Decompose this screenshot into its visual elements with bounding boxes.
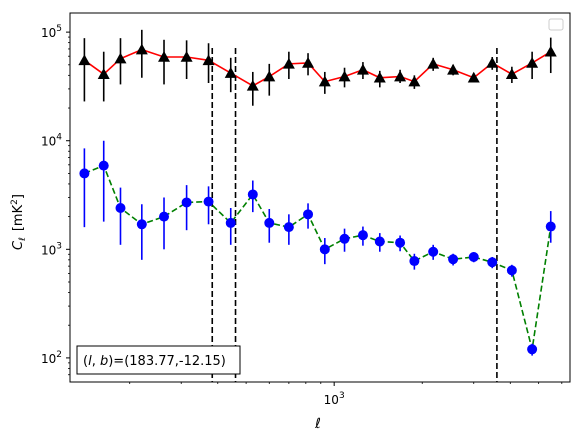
y-axis-label: Cℓ[mK2] — [10, 194, 28, 250]
data-point — [264, 217, 275, 228]
plot-background — [70, 13, 570, 382]
vertical-lines — [211, 48, 498, 382]
data-point — [409, 256, 420, 267]
data-point — [159, 211, 170, 222]
data-point — [527, 344, 538, 355]
data-point — [202, 54, 215, 66]
data-point — [181, 197, 192, 208]
data-point — [545, 221, 556, 232]
data-point — [247, 189, 258, 200]
y-tick-label: 102 — [41, 350, 62, 366]
data-point — [78, 54, 91, 66]
annotation-text: (l, b)=(183.77,-12.15) — [83, 354, 226, 369]
axis-layer: 102 103 104 105 103 — [41, 24, 563, 407]
data-point — [526, 56, 539, 68]
data-point — [506, 265, 517, 276]
data-point — [427, 57, 440, 69]
data-point — [203, 196, 214, 207]
x-tick-label: 103 — [324, 391, 345, 407]
data-point — [395, 237, 406, 248]
data-point — [98, 160, 109, 171]
annotation-box — [76, 345, 241, 375]
data-point — [97, 68, 110, 79]
data-point — [319, 244, 330, 255]
data-point — [135, 43, 148, 55]
data-point — [158, 51, 171, 62]
y-tick-label: 104 — [41, 133, 62, 149]
data-point — [302, 56, 315, 68]
data-point — [136, 219, 147, 230]
data-point — [373, 71, 386, 83]
data-point — [246, 79, 259, 91]
data-point — [374, 236, 385, 247]
data-point — [339, 233, 350, 244]
y-tick-label: 105 — [41, 24, 62, 40]
data-point — [338, 70, 351, 82]
data-point — [468, 251, 479, 262]
data-point — [544, 45, 557, 57]
series-layer — [78, 29, 557, 356]
data-point — [283, 222, 294, 233]
data-point — [447, 63, 460, 75]
data-point — [487, 257, 498, 268]
data-point — [467, 71, 480, 83]
legend-box — [548, 18, 564, 31]
data-point — [394, 70, 407, 82]
data-point — [115, 203, 126, 214]
data-point — [486, 56, 499, 68]
data-point — [263, 70, 276, 82]
x-axis-label: ℓ — [314, 416, 321, 432]
data-point — [224, 67, 237, 78]
data-point — [225, 217, 236, 228]
data-point — [282, 57, 295, 69]
data-point — [408, 75, 421, 87]
y-tick-label: 103 — [41, 241, 62, 257]
data-point — [318, 75, 331, 87]
data-point — [357, 230, 368, 241]
data-point — [428, 246, 439, 257]
data-point — [356, 63, 369, 75]
data-point — [79, 168, 90, 179]
data-point — [303, 209, 314, 220]
data-point — [448, 254, 459, 265]
data-point — [114, 52, 127, 64]
data-point — [180, 51, 193, 62]
data-point — [505, 68, 518, 79]
